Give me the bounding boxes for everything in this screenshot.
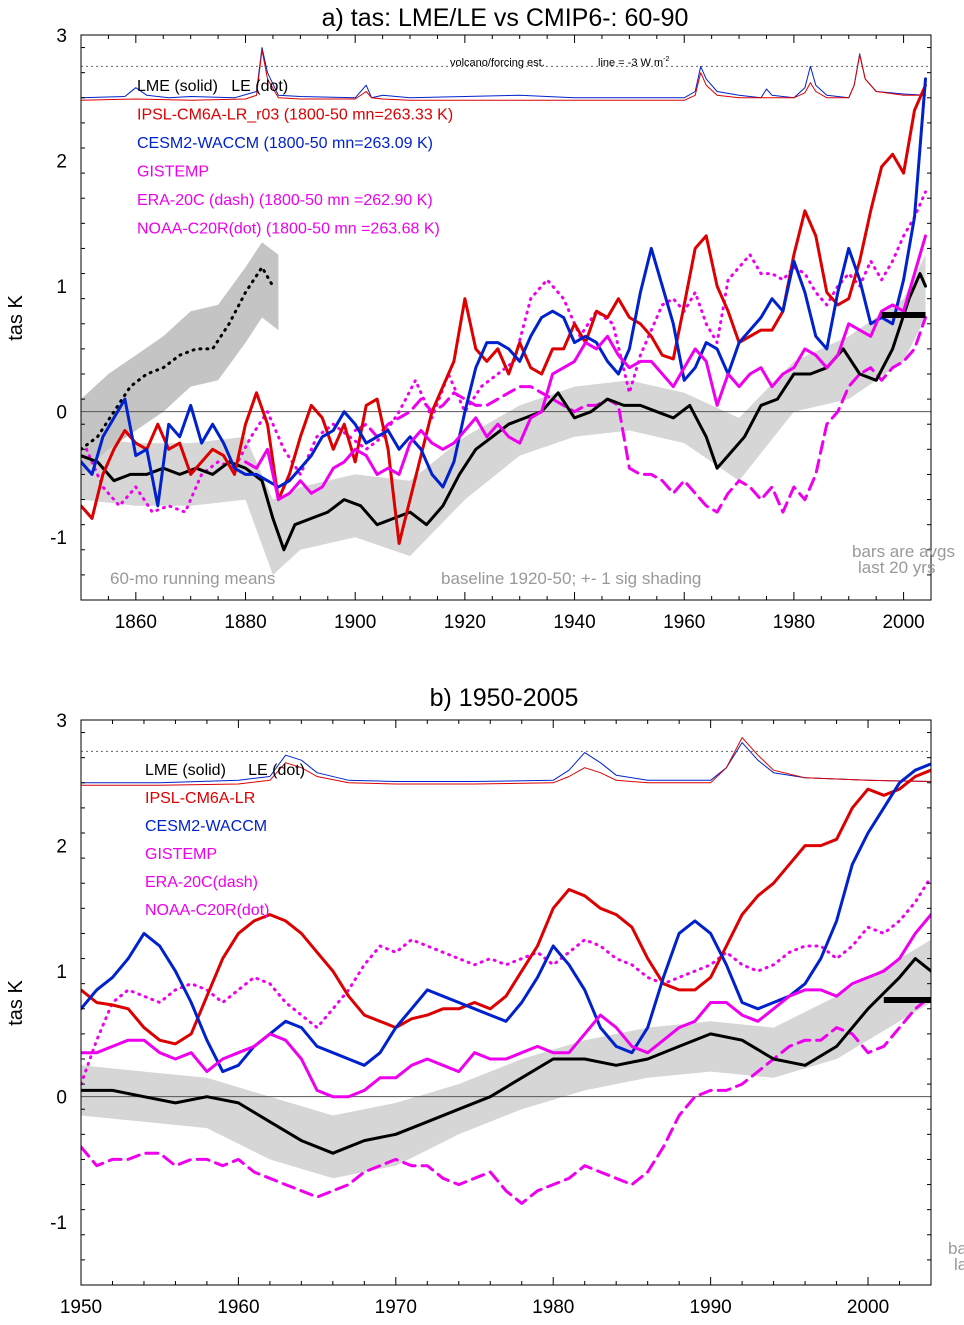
panel-b: b) 1950-2005 tas K 1950 1960 1970 1980 1990 2… [5, 684, 964, 1318]
panel-a-title: a) tas: LME/LE vs CMIP6-: 60-90 [322, 4, 689, 32]
band-lme-spread [81, 254, 926, 575]
panel-b-y-axis-label: tas K [5, 980, 27, 1026]
series-line-era-20c-dash [81, 994, 931, 1205]
y-tick-label: -1 [50, 528, 67, 549]
panel-a-spread-bands [81, 242, 926, 575]
panel-b-plot-frame [80, 719, 932, 1286]
panel-a-y-axis-label: tas K [5, 295, 27, 341]
x-tick-label: 1860 [115, 612, 157, 633]
x-tick-label: 2000 [882, 612, 924, 633]
panel-b-bars-note-2: la [954, 1255, 964, 1274]
x-tick-label: 1880 [224, 612, 266, 633]
series-line-le-dot [81, 265, 275, 451]
panel-a-bars-note-2: last 20 yrs [858, 558, 935, 577]
x-tick-label: 1960 [217, 1297, 259, 1318]
panel-a-series [81, 47, 927, 552]
legend-entry-ipsl-cm6a-lr: IPSL-CM6A-LR [145, 790, 255, 807]
panel-b-title: b) 1950-2005 [430, 684, 579, 712]
panel-b-bars-note-1: ba [948, 1239, 964, 1258]
y-tick-label: -1 [50, 1213, 67, 1234]
x-tick-label: 1960 [663, 612, 705, 633]
y-tick-label: 0 [56, 1088, 67, 1109]
series-line-lme-solid [81, 957, 931, 1155]
y-tick-label: 3 [56, 711, 67, 732]
panel-a-bars-note-1: bars are avgs [852, 542, 955, 561]
panel-b-zero-line [81, 750, 931, 1098]
y-tick-label: 2 [56, 152, 67, 173]
x-tick-label: 1990 [689, 1297, 731, 1318]
series-line-forcing-ipsl-thin [81, 49, 926, 101]
y-tick-label: 0 [56, 403, 67, 424]
panel-a-zero-line [81, 65, 931, 413]
panel-a-ticks: 1860 1880 1900 1920 1940 1960 1980 2000 -1 0 1 2 3 [50, 26, 932, 633]
x-tick-label: 1980 [532, 1297, 574, 1318]
panel-a-running-mean-note: 60-mo running means [110, 569, 275, 588]
legend-entry-ipsl-cm6a-lr-r03-1800-50: IPSL-CM6A-LR_r03 (1800-50 mn=263.33 K) [137, 107, 453, 124]
series-line-ipsl-cm6a-lr-solid [81, 768, 931, 1046]
panel-a-plot-frame [80, 34, 932, 601]
panel-b-ticks: 1950 1960 1970 1980 1990 2000 -1 0 1 2 3 [50, 711, 932, 1318]
panel-a-forcing-line-label: line = -3 W m-2 [598, 56, 669, 69]
legend-entry-cesm2-waccm-1800-50-mn-2: CESM2-WACCM (1800-50 mn=263.09 K) [137, 135, 433, 152]
band-lme-spread [81, 939, 931, 1179]
x-tick-label: 1920 [444, 612, 486, 633]
y-tick-label: 1 [56, 962, 67, 983]
panel-b-legend: LME (solid) LE (dot) IPSL-CM6A-LR CESM2-WA… [145, 762, 305, 919]
y-tick-label: 3 [56, 26, 67, 47]
x-tick-label: 2000 [847, 1297, 889, 1318]
x-tick-label: 1980 [773, 612, 815, 633]
x-tick-label: 1940 [553, 612, 595, 633]
legend-entry-noaa-c20r-dot-1800-50-mn: NOAA-C20R(dot) (1800-50 mn =263.68 K) [137, 221, 440, 238]
series-line-noaa-c20r-dot [81, 875, 931, 1086]
x-tick-label: 1950 [60, 1297, 102, 1318]
panel-b-spread-bands [81, 939, 931, 1179]
panel-b-series [81, 737, 931, 1205]
series-line-gistemp-solid [244, 234, 927, 502]
legend-entry-gistemp: GISTEMP [137, 164, 209, 181]
series-line-forcing-ipsl-thin [81, 737, 931, 786]
panel-a: a) tas: LME/LE vs CMIP6-: 60-90 tas K 18… [5, 4, 955, 633]
legend-entry-lme-solid-le-dot: LME (solid) LE (dot) [137, 78, 288, 95]
y-tick-label: 1 [56, 277, 67, 298]
series-line-gistemp-solid [81, 913, 931, 1099]
series-line-forcing-lme-thin [81, 47, 926, 99]
y-tick-label: 2 [56, 837, 67, 858]
legend-entry-noaa-c20r-dot: NOAA-C20R(dot) [145, 902, 269, 919]
band-le-spread [81, 242, 279, 475]
legend-entry-cesm2-waccm: CESM2-WACCM [145, 818, 267, 835]
legend-entry-lme-solid-le-dot: LME (solid) LE (dot) [145, 762, 305, 779]
series-line-cesm2-waccm-solid [81, 77, 927, 508]
legend-entry-era-20c-dash-1800-50-mn-: ERA-20C (dash) (1800-50 mn =262.90 K) [137, 192, 433, 209]
series-line-noaa-c20r-dot [85, 190, 927, 514]
legend-entry-gistemp: GISTEMP [145, 846, 217, 863]
legend-entry-era-20c-dash: ERA-20C(dash) [145, 874, 258, 891]
panel-a-forcing-label: volcano/forcing est. [450, 57, 545, 69]
series-line-forcing-lme-thin [81, 742, 931, 784]
panel-a-baseline-note: baseline 1920-50; +- 1 sig shading [441, 569, 701, 588]
x-tick-label: 1900 [334, 612, 376, 633]
x-tick-label: 1970 [375, 1297, 417, 1318]
panel-a-legend: LME (solid) LE (dot) IPSL-CM6A-LR_r03 (18… [137, 78, 453, 238]
series-line-lme-solid [81, 272, 927, 552]
